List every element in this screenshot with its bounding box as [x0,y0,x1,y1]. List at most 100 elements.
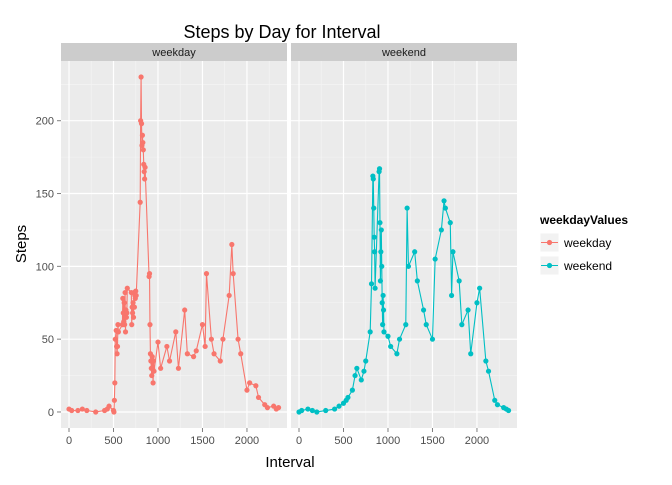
data-point [381,329,387,335]
data-point [468,351,474,357]
y-tick-label: 50 [42,334,54,346]
x-tick-label: 500 [104,435,122,447]
data-point [371,205,377,211]
y-tick-label: 200 [36,116,54,128]
data-point [122,321,128,328]
y-tick-label: 100 [36,261,54,273]
data-point [483,358,489,364]
data-point [69,407,75,414]
data-point [449,292,455,299]
data-point [199,321,206,328]
data-point [230,271,236,277]
data-point [255,394,262,401]
data-point [124,310,130,316]
data-point [309,407,315,414]
data-point [447,220,453,226]
data-point [130,310,136,316]
data-point [151,368,157,374]
panel-weekday: weekday 0 500 1000 1500 2000 [61,43,287,447]
data-point [208,336,214,342]
panel-weekend: weekend 0 500 1000 1500 2000 [291,43,517,447]
data-point [149,372,155,379]
data-point [115,321,121,328]
data-point [114,351,120,357]
data-point [380,321,386,328]
legend-label: weekend [563,259,612,273]
data-point [441,198,447,204]
data-point [182,307,188,313]
data-point [456,278,462,284]
data-point [492,397,498,403]
data-point [164,343,170,350]
x-tick-label: 2000 [465,435,489,447]
data-point [379,263,385,269]
data-point [420,307,427,313]
data-point [403,321,409,328]
data-point [485,368,492,374]
data-point [133,288,139,294]
data-point [438,227,444,233]
data-point [372,249,378,255]
data-point [75,407,81,414]
data-point [150,358,157,364]
data-point [140,139,146,146]
data-point [238,351,244,357]
panel-background [61,61,287,428]
data-point [139,132,146,138]
data-point [129,321,135,328]
data-point [423,321,429,328]
data-point [474,300,480,306]
data-point [376,166,383,172]
data-point [331,406,338,412]
data-point [253,383,259,389]
data-point [264,405,271,411]
data-point [112,336,118,342]
data-point [203,271,210,277]
data-point [378,227,384,233]
y-tick-label: 150 [36,189,54,201]
data-point [111,397,117,403]
data-point [247,380,253,386]
data-point [146,271,153,277]
data-point [450,249,456,255]
x-tick-label: 0 [296,435,302,447]
data-point [396,336,403,342]
chart-title: Steps by Day for Interval [183,22,380,42]
y-tick-label: 0 [48,407,54,419]
data-point [193,348,199,354]
data-point [378,249,384,255]
data-point [372,285,378,291]
legend-entry-weekday: weekday [539,232,611,253]
data-point [93,409,99,415]
data-point [442,205,448,211]
data-point [147,321,153,328]
data-point [137,199,143,205]
legend-key-point [546,262,553,269]
panels: weekday 0 500 1000 1500 2000 weekend 0 500 1000 15… [61,43,517,447]
data-point [336,403,342,409]
x-tick-label: 1500 [420,435,444,447]
data-point [361,368,367,374]
legend-key-point [546,239,553,246]
data-point [130,300,136,306]
data-point [305,406,311,412]
x-tick-label: 2000 [235,435,259,447]
data-point [211,351,217,357]
data-point [354,365,360,371]
panel-background [291,61,517,428]
data-point [150,380,156,386]
data-point [226,292,232,299]
data-point [429,336,436,342]
data-point [358,377,364,383]
data-point [173,329,179,335]
data-point [380,307,387,313]
data-point [235,336,241,342]
x-tick-label: 1000 [146,435,170,447]
data-point [377,220,383,226]
y-axis-label: Steps [13,225,30,263]
data-point [106,403,112,409]
data-point [158,365,164,371]
data-point [314,409,320,415]
data-point [84,407,90,414]
